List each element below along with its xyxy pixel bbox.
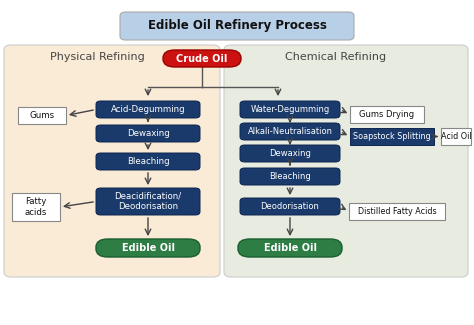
Text: Bleaching: Bleaching xyxy=(269,172,311,181)
Text: Gums Drying: Gums Drying xyxy=(359,110,415,119)
Text: Fatty
acids: Fatty acids xyxy=(25,197,47,217)
Text: Crude Oil: Crude Oil xyxy=(176,54,228,63)
Text: Soapstock Splitting: Soapstock Splitting xyxy=(353,132,431,141)
FancyBboxPatch shape xyxy=(240,101,340,118)
Text: Gums: Gums xyxy=(29,111,55,120)
Text: Deacidification/
Deodorisation: Deacidification/ Deodorisation xyxy=(114,192,182,211)
Text: Distilled Fatty Acids: Distilled Fatty Acids xyxy=(358,207,436,216)
Text: Acid-Degumming: Acid-Degumming xyxy=(111,105,185,114)
FancyBboxPatch shape xyxy=(240,198,340,215)
Text: Edible Oil: Edible Oil xyxy=(121,243,174,253)
Text: Dewaxing: Dewaxing xyxy=(269,149,311,158)
Text: Edible Oil Refinery Process: Edible Oil Refinery Process xyxy=(147,20,327,32)
Text: Alkali-Neutralisation: Alkali-Neutralisation xyxy=(247,127,332,136)
FancyBboxPatch shape xyxy=(163,50,241,67)
Text: Deodorisation: Deodorisation xyxy=(261,202,319,211)
FancyBboxPatch shape xyxy=(240,168,340,185)
FancyBboxPatch shape xyxy=(349,203,445,220)
FancyBboxPatch shape xyxy=(240,123,340,140)
FancyBboxPatch shape xyxy=(224,45,468,277)
FancyBboxPatch shape xyxy=(240,145,340,162)
FancyBboxPatch shape xyxy=(350,128,434,145)
FancyBboxPatch shape xyxy=(4,45,220,277)
Text: Bleaching: Bleaching xyxy=(127,157,169,166)
FancyBboxPatch shape xyxy=(238,239,342,257)
FancyBboxPatch shape xyxy=(96,188,200,215)
FancyBboxPatch shape xyxy=(96,153,200,170)
FancyBboxPatch shape xyxy=(441,128,471,145)
Text: Chemical Refining: Chemical Refining xyxy=(285,52,387,62)
FancyBboxPatch shape xyxy=(96,239,200,257)
FancyBboxPatch shape xyxy=(12,193,60,221)
FancyBboxPatch shape xyxy=(350,106,424,123)
FancyBboxPatch shape xyxy=(120,12,354,40)
Text: Dewaxing: Dewaxing xyxy=(127,129,169,138)
FancyBboxPatch shape xyxy=(18,107,66,124)
Text: Acid Oil: Acid Oil xyxy=(441,132,471,141)
FancyBboxPatch shape xyxy=(96,101,200,118)
Text: Physical Refining: Physical Refining xyxy=(50,52,145,62)
Text: Water-Degumming: Water-Degumming xyxy=(250,105,329,114)
Text: Edible Oil: Edible Oil xyxy=(264,243,317,253)
FancyBboxPatch shape xyxy=(96,125,200,142)
